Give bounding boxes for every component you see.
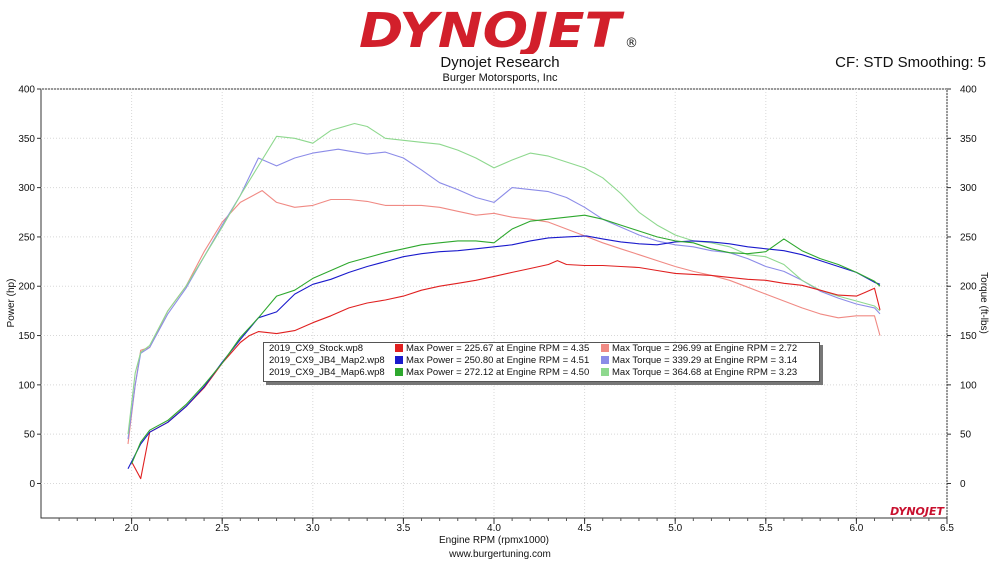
page-title: Dynojet Research [440, 54, 560, 71]
y-tick-label-left: 350 [18, 134, 35, 145]
x-tick-label: 2.0 [125, 523, 139, 534]
series-line-stock-power [131, 260, 881, 480]
x-tick-label: 3.5 [396, 523, 410, 534]
legend-swatch-stock-power [395, 344, 403, 352]
legend-file-name: 2019_CX9_JB4_Map2.wp8 [269, 355, 385, 366]
legend-power-entry: Max Power = 272.12 at Engine RPM = 4.50 [395, 367, 589, 379]
y-tick-label-left: 50 [24, 430, 36, 441]
legend-torque-entry: Max Torque = 339.29 at Engine RPM = 3.14 [601, 355, 797, 367]
legend-row-stock: 2019_CX9_Stock.wp8 Max Power = 225.67 at… [264, 343, 819, 355]
y-tick-label-right: 150 [960, 331, 977, 342]
plot-area [40, 88, 948, 519]
series-line-map6-power [131, 214, 881, 465]
legend-power-text: Max Power = 225.67 at Engine RPM = 4.35 [406, 343, 590, 354]
dynojet-logo: DYNOJET ® [359, 3, 638, 54]
legend-swatch-stock-torque [601, 344, 609, 352]
watermark-logo: DYNOJET [890, 505, 945, 518]
y-axis-title-left: Power (hp) [6, 279, 17, 328]
logo-wordmark: DYNOJET [359, 3, 625, 54]
legend-power-text: Max Power = 250.80 at Engine RPM = 4.51 [406, 355, 590, 366]
y-tick-label-left: 250 [18, 232, 35, 243]
y-tick-label-right: 300 [960, 183, 977, 194]
x-tick-label: 3.0 [306, 523, 320, 534]
series-line-map2-torque [127, 148, 881, 440]
y-tick-label-right: 400 [960, 85, 977, 96]
legend-row-map2: 2019_CX9_JB4_Map2.wp8 Max Power = 250.80… [264, 355, 819, 367]
y-tick-label-left: 100 [18, 380, 35, 391]
legend-torque-entry: Max Torque = 364.68 at Engine RPM = 3.23 [601, 367, 797, 379]
legend-swatch-map6-torque [601, 368, 609, 376]
correction-factor-label: CF: STD Smoothing: 5 [835, 54, 986, 71]
registered-mark: ® [625, 36, 638, 51]
legend-swatch-map2-power [395, 356, 403, 364]
legend-torque-text: Max Torque = 339.29 at Engine RPM = 3.14 [612, 355, 798, 366]
y-tick-label-left: 0 [29, 479, 35, 490]
y-tick-label-left: 150 [18, 331, 35, 342]
y-tick-label-left: 300 [18, 183, 35, 194]
x-tick-label: 5.0 [668, 523, 682, 534]
legend-torque-entry: Max Torque = 296.99 at Engine RPM = 2.72 [601, 343, 797, 355]
footer-url: www.burgertuning.com [449, 549, 551, 560]
legend-swatch-map6-power [395, 368, 403, 376]
y-tick-label-right: 100 [960, 380, 977, 391]
y-tick-label-right: 200 [960, 282, 977, 293]
x-tick-label: 5.5 [759, 523, 773, 534]
legend-power-entry: Max Power = 250.80 at Engine RPM = 4.51 [395, 355, 589, 367]
x-tick-label: 2.5 [215, 523, 229, 534]
y-tick-label-right: 250 [960, 232, 977, 243]
page-subtitle: Burger Motorsports, Inc [442, 72, 558, 84]
x-tick-label: 6.0 [849, 523, 863, 534]
x-tick-label: 6.5 [940, 523, 954, 534]
y-axis-title-right: Torque (ft-lbs) [978, 272, 989, 334]
series-group [127, 122, 881, 480]
y-tick-label-right: 0 [960, 479, 966, 490]
series-line-map2-power [127, 235, 881, 469]
legend-swatch-map2-torque [601, 356, 609, 364]
x-tick-label: 4.5 [578, 523, 592, 534]
legend-torque-text: Max Torque = 364.68 at Engine RPM = 3.23 [612, 367, 798, 378]
grid-lines [41, 88, 948, 518]
y-tick-label-left: 400 [18, 85, 35, 96]
legend-file-name: 2019_CX9_Stock.wp8 [269, 343, 364, 354]
y-tick-label-right: 350 [960, 134, 977, 145]
legend-file-name: 2019_CX9_JB4_Map6.wp8 [269, 367, 385, 378]
chart-legend: 2019_CX9_Stock.wp8 Max Power = 225.67 at… [263, 342, 820, 382]
legend-power-text: Max Power = 272.12 at Engine RPM = 4.50 [406, 367, 590, 378]
legend-torque-text: Max Torque = 296.99 at Engine RPM = 2.72 [612, 343, 798, 354]
svg-text:DYNOJET: DYNOJET [890, 505, 945, 518]
legend-row-map6: 2019_CX9_JB4_Map6.wp8 Max Power = 272.12… [264, 367, 819, 379]
axis-ticks: 0 0 50 50 100 100 150 150 200 200 250 250 300 300 350 3… [18, 85, 977, 535]
x-tick-label: 4.0 [487, 523, 501, 534]
legend-power-entry: Max Power = 225.67 at Engine RPM = 4.35 [395, 343, 589, 355]
y-tick-label-right: 50 [960, 430, 972, 441]
series-line-map6-torque [127, 122, 881, 435]
y-tick-label-left: 200 [18, 282, 35, 293]
x-axis-title: Engine RPM (rpmx1000) [439, 535, 549, 546]
